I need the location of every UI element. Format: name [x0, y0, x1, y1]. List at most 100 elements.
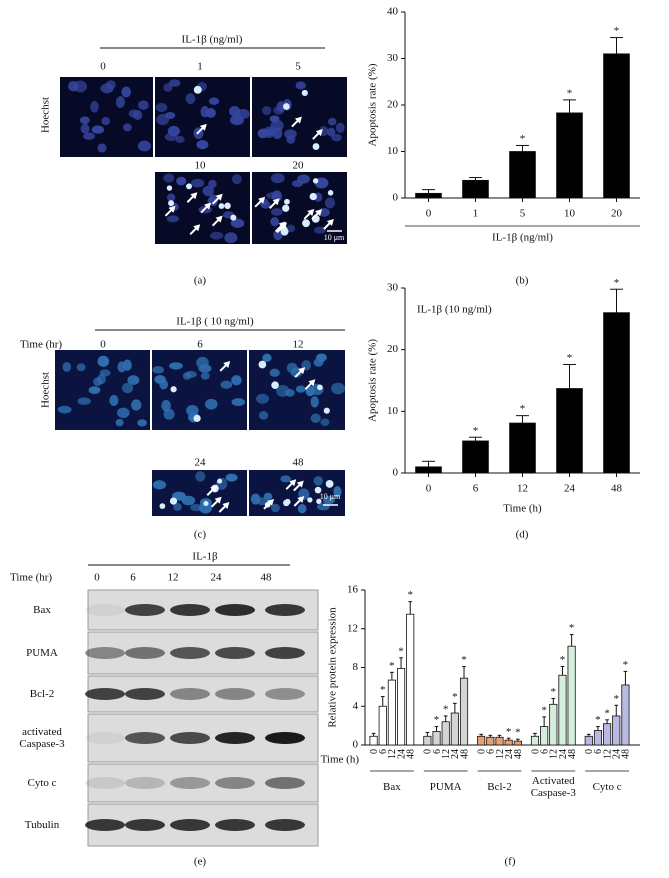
x-tick-label: 24 [564, 483, 576, 495]
nucleus [163, 408, 175, 420]
x-tick-label: 0 [426, 208, 432, 220]
bar [603, 312, 630, 474]
significance-marker: * [407, 589, 413, 601]
nucleus [57, 405, 72, 414]
bar [459, 677, 469, 746]
bar [509, 151, 536, 199]
blot-band [170, 819, 210, 831]
x-tick-label: 12 [549, 749, 560, 759]
significance-marker: * [398, 645, 404, 657]
x-tick-label: 6 [378, 749, 389, 754]
nucleus [286, 135, 296, 144]
nucleus [163, 83, 173, 92]
bar [369, 735, 378, 746]
nucleus [224, 232, 238, 244]
apoptotic-nucleus [317, 384, 323, 391]
x-tick-label: 0 [369, 749, 380, 754]
apoptotic-nucleus [230, 214, 237, 221]
dose-label: 0 [100, 61, 106, 73]
arrow-head [308, 379, 316, 387]
nucleus [204, 398, 218, 410]
bar [612, 715, 621, 746]
nucleus [138, 100, 149, 110]
nucleus [190, 178, 205, 188]
nucleus [168, 79, 181, 87]
time-label: Time (hr) [20, 339, 62, 351]
nucleus [109, 395, 119, 407]
apoptotic-nucleus [193, 85, 202, 94]
arrow-head [214, 496, 222, 504]
apoptotic-nucleus [323, 407, 330, 414]
x-tick-label: 0 [530, 749, 541, 754]
nucleus [331, 133, 342, 142]
nucleus [196, 356, 209, 369]
time-label: 48 [261, 572, 273, 584]
arrow-head [193, 224, 201, 232]
arrow-head [215, 193, 223, 201]
blot-band [170, 688, 210, 700]
y-tick-label: 0 [353, 739, 359, 751]
group-label: Cyto c [592, 781, 622, 793]
scale-bar: 10 μm [324, 233, 345, 242]
blot-band [170, 732, 210, 744]
arrow-head [266, 498, 274, 506]
apoptotic-nucleus [193, 414, 201, 422]
x-tick-label: 48 [567, 749, 578, 759]
bar [567, 645, 576, 746]
nucleus [320, 418, 330, 427]
nucleus [258, 411, 269, 420]
bar [556, 388, 583, 474]
nucleus [286, 224, 296, 233]
blot-band [215, 647, 255, 659]
nucleus [225, 473, 238, 482]
x-tick-label: 6 [593, 749, 604, 754]
nucleus [164, 111, 176, 120]
nucleus [273, 229, 283, 241]
label: IL-1β ( 10 ng/ml) [176, 316, 254, 328]
nucleus [169, 362, 183, 370]
apoptotic-nucleus [217, 478, 223, 484]
y-tick-label: 40 [387, 6, 399, 18]
nucleus [208, 97, 220, 105]
nucleus [270, 208, 283, 216]
significance-marker: * [515, 727, 521, 739]
blot-band [125, 819, 165, 831]
significance-marker: * [567, 352, 573, 364]
arrow-head [215, 215, 223, 223]
nucleus [270, 119, 284, 132]
nucleus [163, 173, 175, 183]
nucleus [231, 174, 242, 185]
label: IL-1β (ng/ml) [182, 34, 243, 46]
x-tick-label: 0 [423, 749, 434, 754]
apoptotic-nucleus [271, 381, 279, 390]
nucleus [313, 358, 324, 367]
significance-marker: * [434, 714, 440, 726]
nucleus [79, 116, 90, 125]
nucleus [331, 382, 345, 395]
bar [593, 730, 603, 746]
blot-band [85, 819, 125, 831]
significance-marker: * [614, 277, 620, 289]
nucleus [68, 81, 79, 92]
blot-band [170, 604, 210, 616]
y-tick-label: 12 [347, 622, 358, 634]
y-axis-label: Relative protein expression [327, 607, 339, 728]
nucleus [202, 185, 215, 197]
x-tick-label: 24 [450, 749, 461, 759]
nucleus [231, 398, 246, 406]
significance-marker: * [614, 693, 620, 705]
significance-marker: * [560, 654, 566, 666]
x-tick-label: 48 [611, 483, 623, 495]
nucleus [123, 123, 132, 132]
x-tick-label: 0 [426, 483, 432, 495]
bar [558, 674, 567, 746]
blot-band [265, 647, 305, 659]
protein-label: activated Caspase-3 [19, 726, 65, 750]
caption: (f) [505, 856, 516, 868]
apoptotic-nucleus [314, 486, 322, 494]
blot-band [170, 647, 210, 659]
bar [415, 192, 442, 199]
arrow-head [315, 129, 323, 137]
nucleus [280, 475, 291, 483]
